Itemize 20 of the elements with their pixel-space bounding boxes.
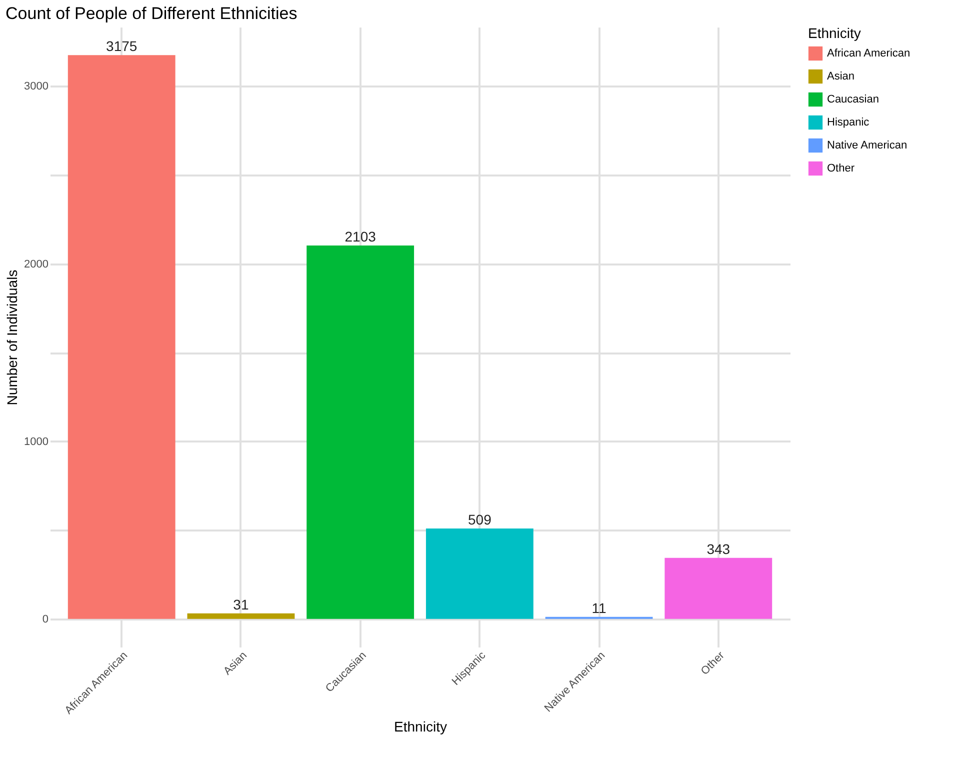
legend-label: Native American xyxy=(827,140,908,152)
legend-label: African American xyxy=(827,48,910,60)
y-tick-label: 2000 xyxy=(24,258,48,270)
data-label: 2103 xyxy=(344,228,376,244)
legend-label: Other xyxy=(827,162,855,174)
data-label: 509 xyxy=(468,511,492,528)
y-tick-label: 1000 xyxy=(24,436,48,448)
y-axis-title: Number of Individuals xyxy=(4,270,20,406)
legend-title: Ethnicity xyxy=(808,25,861,41)
data-label: 31 xyxy=(233,596,249,612)
chart-title: Count of People of Different Ethnicities xyxy=(6,4,298,23)
y-tick-label: 0 xyxy=(42,613,48,626)
legend-label: Asian xyxy=(827,70,855,82)
y-tick-label: 3000 xyxy=(24,80,48,93)
data-label: 3175 xyxy=(106,38,138,54)
legend-label: Caucasian xyxy=(827,94,879,106)
data-label: 343 xyxy=(706,540,730,557)
x-axis-title: Ethnicity xyxy=(394,718,447,734)
data-label: 11 xyxy=(592,600,607,616)
legend-label: Hispanic xyxy=(827,116,870,128)
